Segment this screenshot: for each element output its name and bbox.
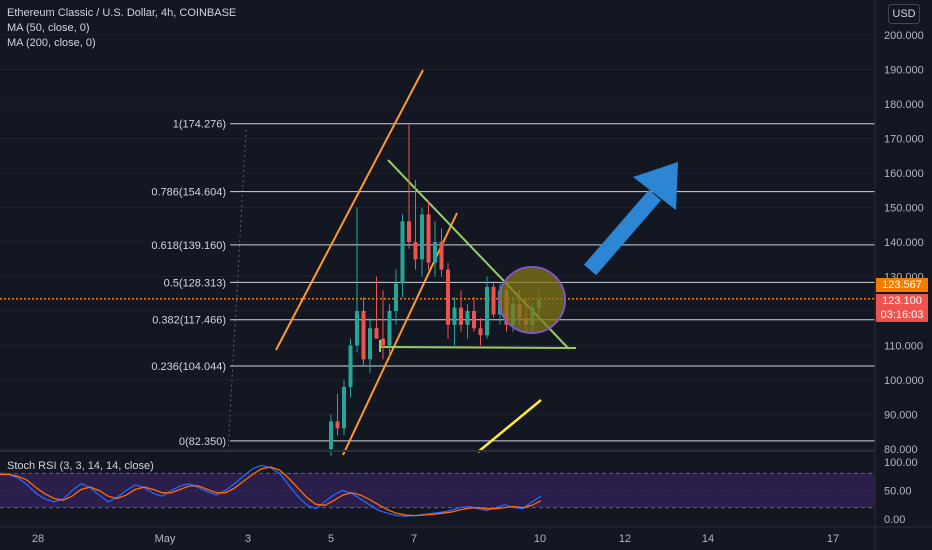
candle-body: [335, 421, 340, 429]
candle-body: [407, 221, 411, 242]
ma50-legend[interactable]: MA (50, close, 0): [7, 22, 90, 34]
candle-body: [368, 328, 372, 360]
price-axis-label: 150.000: [884, 203, 924, 215]
stoch-axis-label: 50.00: [884, 486, 912, 498]
candle-body: [433, 242, 437, 263]
fib-anchor-line: [227, 129, 247, 451]
candle-body: [459, 307, 463, 325]
current-price-value: 123.100: [882, 295, 922, 307]
bar-countdown: 03:16:03: [880, 309, 924, 321]
candle-body: [420, 214, 424, 260]
current-price-tag: 123.100 03:16:03: [876, 294, 928, 322]
time-axis[interactable]: 28 May 3 5 7 10 12 14 17: [32, 533, 839, 545]
candle-body: [381, 338, 385, 346]
candle-body: [329, 421, 333, 449]
price-axis-label: 200.000: [884, 30, 924, 42]
candle-body: [394, 283, 398, 311]
price-axis-label: 90.000: [884, 410, 918, 422]
channel-upper-line[interactable]: [275, 69, 424, 351]
candle-body: [439, 242, 444, 270]
price-axis-label: 110.000: [884, 341, 923, 353]
price-axis-label: 170.000: [884, 134, 924, 146]
stoch-rsi-legend[interactable]: Stoch RSI (3, 3, 14, 14, close): [7, 460, 154, 472]
price-axis-label: 140.000: [884, 237, 924, 249]
triangle-base-line[interactable]: [379, 346, 577, 349]
currency-button[interactable]: USD: [888, 4, 920, 24]
highlight-circle[interactable]: [498, 266, 566, 334]
candle-body: [452, 307, 457, 325]
candle-body: [348, 345, 353, 387]
price-axis-label: 100.000: [884, 375, 924, 387]
fib-level-label: 0.236(104.044): [151, 361, 226, 373]
candle-body: [485, 286, 489, 336]
blue-up-arrow[interactable]: [583, 162, 678, 276]
stoch-d-line[interactable]: [0, 466, 542, 517]
time-axis-label: 17: [827, 533, 839, 545]
candle-body: [472, 311, 476, 329]
fib-level-label: 0.382(117.466): [152, 315, 226, 327]
price-axis-label: 160.000: [884, 168, 924, 180]
symbol-title[interactable]: Ethereum Classic / U.S. Dollar, 4h, COIN…: [7, 7, 237, 19]
price-axis-label: 190.000: [884, 65, 924, 77]
fib-level-label: 0.786(154.604): [151, 187, 226, 199]
candle-body: [400, 221, 405, 284]
price-axis-label: 80.000: [884, 444, 918, 456]
ma200-legend[interactable]: MA (200, close, 0): [7, 37, 96, 49]
candle-body: [355, 311, 359, 346]
candle-body: [361, 311, 366, 360]
time-axis-label: May: [155, 533, 176, 545]
candle-body: [426, 214, 431, 263]
chart-legend: Ethereum Classic / U.S. Dollar, 4h, COIN…: [7, 6, 236, 51]
candle-body: [413, 242, 418, 260]
candle-body: [491, 286, 496, 315]
candle-body: [465, 311, 470, 325]
time-axis-label: 10: [534, 533, 546, 545]
price-axis-label: 180.000: [884, 99, 924, 111]
stoch-axis-label: 0.00: [884, 514, 905, 526]
time-axis-label: 5: [328, 533, 334, 545]
price-axis-bg: [876, 0, 932, 451]
time-axis-label: 7: [411, 533, 417, 545]
fib-level-label: 0.5(128.313): [164, 277, 226, 289]
candle-body: [446, 269, 450, 325]
yellow-trendline[interactable]: [477, 399, 542, 453]
price-axis[interactable]: 200.000 190.000 180.000 170.000 160.000 150.0…: [876, 0, 932, 456]
time-axis-label: 3: [245, 533, 251, 545]
candle-body: [387, 311, 392, 346]
stoch-axis-label: 100.00: [884, 457, 918, 469]
fib-level-label: 0(82.350): [179, 436, 226, 448]
time-axis-label: 14: [702, 533, 714, 545]
fib-level-label: 0.618(139.160): [151, 240, 226, 252]
fib-level-label: 1(174.276): [173, 119, 226, 131]
candle-body: [478, 328, 483, 336]
time-axis-label: 12: [619, 533, 631, 545]
stoch-rsi-pane[interactable]: 100.00 50.00 0.00: [0, 457, 918, 526]
orange-price-tag: 123.567: [876, 278, 928, 292]
time-axis-label: 28: [32, 533, 44, 545]
grid: [0, 34, 875, 451]
channel-lower-line[interactable]: [342, 212, 458, 456]
candle-body: [342, 386, 346, 429]
candle-body: [374, 328, 379, 339]
